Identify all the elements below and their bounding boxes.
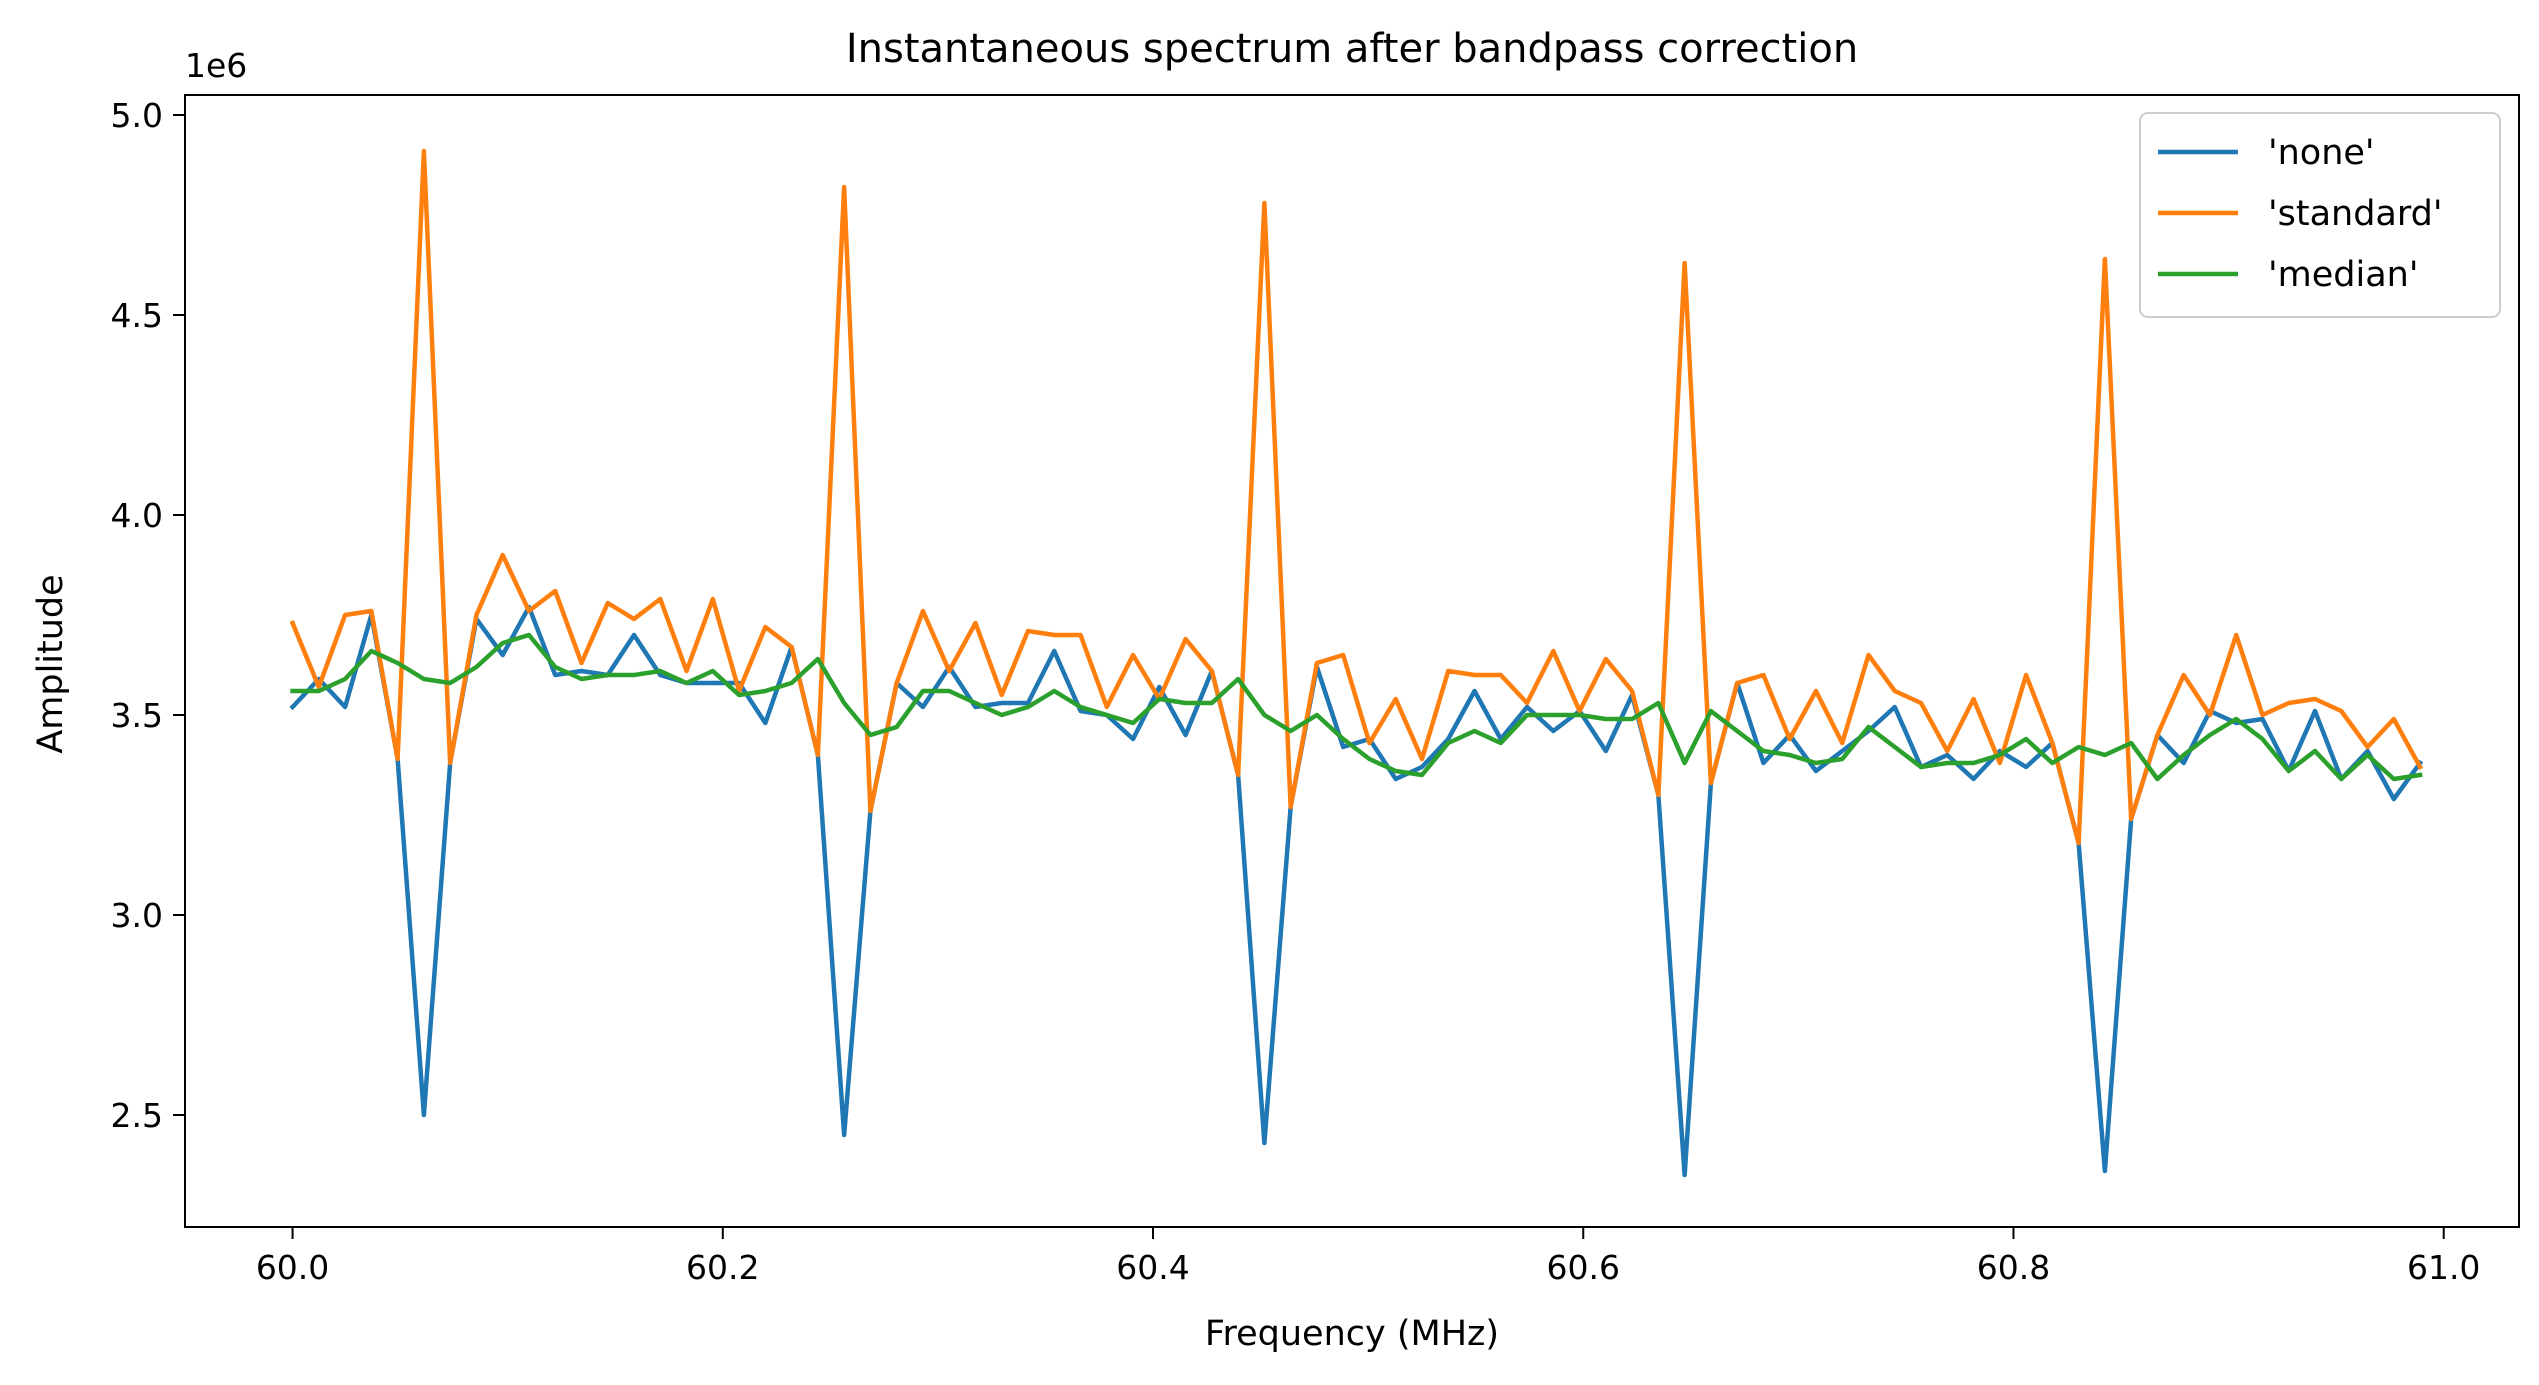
y-tick-label: 2.5 [111, 1096, 163, 1135]
x-tick-label: 61.0 [2407, 1248, 2480, 1287]
legend-label-none: 'none' [2268, 133, 2375, 173]
y-tick-label: 5.0 [111, 96, 163, 135]
lines-layer [289, 148, 2424, 1178]
y-tick-label: 3.5 [111, 696, 163, 735]
y-tick-label: 4.0 [111, 496, 163, 535]
y-tick-label: 3.0 [111, 896, 163, 935]
y-axis-label: Amplitude [31, 574, 71, 753]
legend-label-median: 'median' [2268, 255, 2418, 295]
chart-title: Instantaneous spectrum after bandpass co… [846, 26, 1858, 72]
legend-label-standard: 'standard' [2268, 194, 2443, 234]
x-tick-label: 60.8 [1977, 1248, 2050, 1287]
x-tick-label: 60.4 [1116, 1248, 1189, 1287]
legend: 'none' 'standard' 'median' [2139, 112, 2501, 318]
legend-box [2139, 112, 2501, 318]
y-tick-label: 4.5 [111, 296, 163, 335]
series-line-standard [289, 148, 2424, 846]
series-line-median [290, 632, 2423, 782]
x-tick-label: 60.6 [1547, 1248, 1620, 1287]
y-offset-label: 1e6 [185, 46, 247, 85]
ticks-layer: 60.0 60.2 60.4 60.6 60.8 61.0 2.5 3.0 3.5 4.0 4.5 5… [111, 96, 2481, 1287]
x-tick-label: 60.2 [686, 1248, 759, 1287]
x-tick-label: 60.0 [256, 1248, 329, 1287]
x-axis-label: Frequency (MHz) [1205, 1314, 1499, 1354]
plot-frame [184, 94, 2520, 1228]
